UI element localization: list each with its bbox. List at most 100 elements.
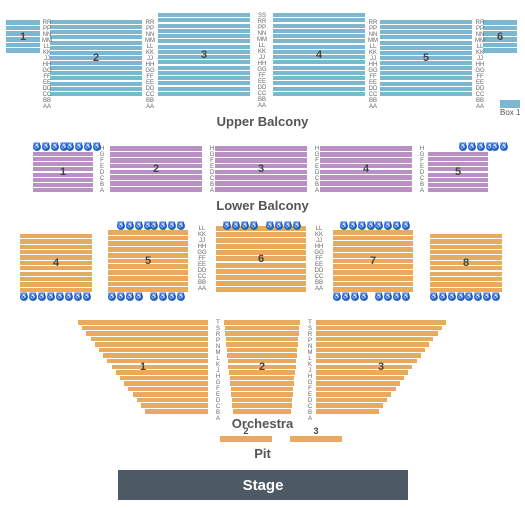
row-labels: TSRPNMLKJHGFEDCBA <box>212 320 224 412</box>
pit-section-2[interactable]: 2 <box>220 436 272 442</box>
section-number: 6 <box>256 253 266 265</box>
wheelchair-icon: ♿ <box>360 293 368 301</box>
section-2[interactable]: 2 <box>50 20 142 96</box>
section-number: 2 <box>91 52 101 64</box>
section-number: 2 <box>257 361 267 373</box>
section-number: 3 <box>199 49 209 61</box>
section-number: 1 <box>18 31 28 43</box>
wheelchair-icon: ♿ <box>83 293 91 301</box>
wheelchair-icon: ♿ <box>93 143 101 151</box>
section-number: 3 <box>256 163 266 175</box>
section-number: 7 <box>368 255 378 267</box>
wheelchair-icon: ♿ <box>135 222 143 230</box>
wheelchair-icon: ♿ <box>448 293 456 301</box>
stage-block: Stage <box>118 470 408 500</box>
seating-chart: 123456RRPPNNMMLLKKJJHHGGFFEEDDCCBBAARRPP… <box>0 0 525 508</box>
wheelchair-icon: ♿ <box>266 222 274 230</box>
wheelchair-icon: ♿ <box>384 222 392 230</box>
lower-balcony-label: Lower Balcony <box>0 198 525 213</box>
section-6[interactable]: 6 <box>216 226 306 292</box>
section-5[interactable]: 5 <box>380 20 472 96</box>
upper-balcony-label: Upper Balcony <box>0 114 525 129</box>
wheelchair-icon: ♿ <box>393 222 401 230</box>
wheelchair-icon: ♿ <box>367 222 375 230</box>
ada-icons: ♿♿♿♿ <box>223 222 258 230</box>
ada-icons: ♿♿♿♿ <box>117 222 152 230</box>
section-3[interactable]: 3 <box>158 13 250 96</box>
wheelchair-icon: ♿ <box>342 293 350 301</box>
wheelchair-icon: ♿ <box>430 293 438 301</box>
wheelchair-icon: ♿ <box>51 143 59 151</box>
section-6[interactable]: 6 <box>483 20 517 53</box>
row-labels: HGFEDCBA <box>96 146 108 192</box>
wheelchair-icon: ♿ <box>293 222 301 230</box>
ada-icons: ♿♿♿♿ <box>66 143 101 151</box>
section-8[interactable]: 8 <box>430 234 502 292</box>
section-2[interactable]: 2 <box>110 146 202 192</box>
wheelchair-icon: ♿ <box>84 143 92 151</box>
section-number: 1 <box>138 361 148 373</box>
wheelchair-icon: ♿ <box>474 293 482 301</box>
section-3[interactable]: 3 <box>215 146 307 192</box>
ada-icons: ♿♿♿♿ <box>375 293 410 301</box>
wheelchair-icon: ♿ <box>284 222 292 230</box>
ada-icons: ♿♿♿♿ <box>20 293 55 301</box>
wheelchair-icon: ♿ <box>126 293 134 301</box>
wheelchair-icon: ♿ <box>333 293 341 301</box>
section-1[interactable]: 1 <box>78 320 208 414</box>
wheelchair-icon: ♿ <box>75 143 83 151</box>
section-number: 6 <box>495 31 505 43</box>
wheelchair-icon: ♿ <box>177 222 185 230</box>
wheelchair-icon: ♿ <box>349 222 357 230</box>
row-labels: RRPPNNMMLLKKJJHHGGFFEEDDCCBBAA <box>144 20 156 96</box>
wheelchair-icon: ♿ <box>223 222 231 230</box>
wheelchair-icon: ♿ <box>477 143 485 151</box>
row-labels: SSRRPPNNMMLLKKJJHHGGFFEEDDCCBBAA <box>256 13 268 96</box>
section-4[interactable]: 4 <box>320 146 412 192</box>
row-labels: RRPPNNMMLLKKJJHHGGFFEEDDCCBBAA <box>474 20 486 96</box>
wheelchair-icon: ♿ <box>168 222 176 230</box>
wheelchair-icon: ♿ <box>340 222 348 230</box>
section-7[interactable]: 7 <box>333 230 413 292</box>
row-labels: HGFEDCBA <box>311 146 323 192</box>
wheelchair-icon: ♿ <box>492 293 500 301</box>
ada-icons: ♿♿♿♿ <box>56 293 91 301</box>
section-4[interactable]: 4 <box>20 234 92 292</box>
ada-icons: ♿♿♿♿ <box>340 222 375 230</box>
section-4[interactable]: 4 <box>273 13 365 96</box>
row-labels: LLKKJJHHGGFFEEDDCCBBAA <box>313 226 325 292</box>
wheelchair-icon: ♿ <box>159 293 167 301</box>
section-1[interactable]: 1 <box>33 152 93 192</box>
wheelchair-icon: ♿ <box>483 293 491 301</box>
wheelchair-icon: ♿ <box>375 222 383 230</box>
section-3[interactable]: 3 <box>316 320 446 414</box>
wheelchair-icon: ♿ <box>117 293 125 301</box>
wheelchair-icon: ♿ <box>393 293 401 301</box>
section-number: 4 <box>314 49 324 61</box>
wheelchair-icon: ♿ <box>108 293 116 301</box>
pit-label: Pit <box>0 446 525 461</box>
ada-icons: ♿♿♿♿ <box>430 293 465 301</box>
wheelchair-icon: ♿ <box>150 222 158 230</box>
ada-icons: ♿♿♿♿ <box>266 222 301 230</box>
section-number: 3 <box>311 426 320 436</box>
section-2[interactable]: 2 <box>224 320 300 414</box>
section-5[interactable]: 5 <box>428 152 488 192</box>
section-number: 8 <box>461 257 471 269</box>
wheelchair-icon: ♿ <box>20 293 28 301</box>
section-1[interactable]: 1 <box>6 20 40 53</box>
section-5[interactable]: 5 <box>108 230 188 292</box>
wheelchair-icon: ♿ <box>66 143 74 151</box>
row-labels: RRPPNNMMLLKKJJHHGGFFEEDDCCBBAA <box>367 20 379 96</box>
wheelchair-icon: ♿ <box>33 143 41 151</box>
wheelchair-icon: ♿ <box>241 222 249 230</box>
row-labels: LLKKJJHHGGFFEEDDCCBBAA <box>196 226 208 292</box>
section-number: 3 <box>376 361 386 373</box>
pit-section-3[interactable]: 3 <box>290 436 342 442</box>
wheelchair-icon: ♿ <box>177 293 185 301</box>
section-number: 5 <box>453 166 463 178</box>
section-number: 4 <box>51 257 61 269</box>
row-labels: HGFEDCBA <box>416 146 428 192</box>
box-1-block[interactable]: Box 1 <box>500 100 520 117</box>
wheelchair-icon: ♿ <box>65 293 73 301</box>
